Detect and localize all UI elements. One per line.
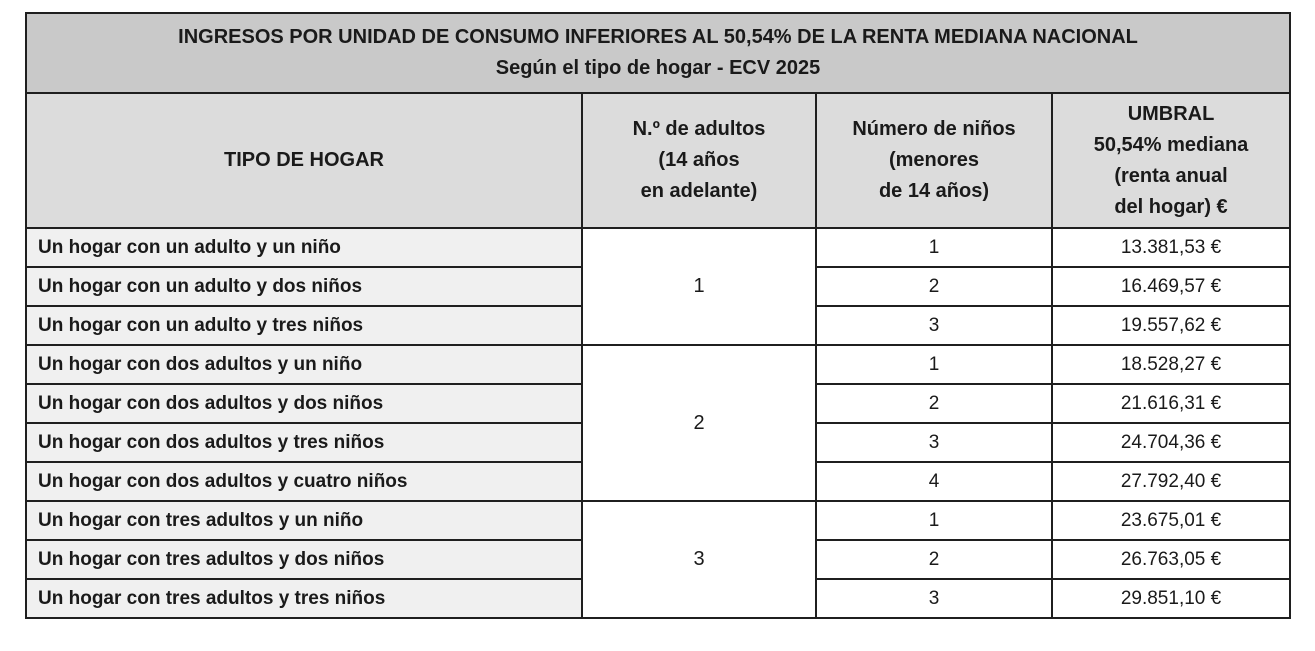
umbral-cell: 19.557,62 € — [1050, 305, 1292, 346]
header-umbral-line: 50,54% mediana — [1093, 133, 1249, 156]
umbral-cell: 18.528,27 € — [1050, 344, 1292, 385]
umbral-cell: 13.381,53 € — [1050, 227, 1292, 268]
header-tipo-de-hogar: TIPO DE HOGAR — [25, 92, 583, 229]
num-ninos-cell: 2 — [815, 266, 1053, 307]
num-ninos-cell: 2 — [815, 383, 1053, 424]
tipo-hogar-cell: Un hogar con tres adultos y dos niños — [25, 539, 583, 580]
num-ninos-cell: 4 — [815, 461, 1053, 502]
table-row: Un hogar con dos adultos y dos niños 2 2… — [25, 383, 1292, 424]
table-row: Un hogar con un adulto y dos niños 2 16.… — [25, 266, 1292, 307]
tipo-hogar-cell: Un hogar con dos adultos y tres niños — [25, 422, 583, 463]
header-num-adultos: N.º de adultos (14 años en adelante) — [581, 92, 817, 229]
umbral-cell: 21.616,31 € — [1050, 383, 1292, 424]
num-ninos-cell: 3 — [815, 578, 1053, 619]
num-ninos-cell: 1 — [815, 500, 1053, 541]
header-adultos-line: en adelante) — [640, 180, 758, 202]
header-ninos-line: de 14 años) — [878, 180, 990, 202]
num-ninos-cell: 3 — [815, 305, 1053, 346]
umbral-cell: 16.469,57 € — [1050, 266, 1292, 307]
table-row: Un hogar con tres adultos y dos niños 2 … — [25, 539, 1292, 580]
header-umbral-line: UMBRAL — [1127, 102, 1215, 125]
header-ninos-line: Número de niños — [852, 118, 1016, 140]
tipo-hogar-cell: Un hogar con un adulto y tres niños — [25, 305, 583, 346]
table-row: Un hogar con dos adultos y tres niños 3 … — [25, 422, 1292, 463]
header-ninos-line: (menores — [888, 149, 980, 171]
tipo-hogar-cell: Un hogar con tres adultos y un niño — [25, 500, 583, 541]
header-umbral-line: (renta anual — [1114, 164, 1228, 187]
num-ninos-cell: 2 — [815, 539, 1053, 580]
tipo-hogar-cell: Un hogar con dos adultos y un niño — [25, 344, 583, 385]
header-umbral-line: del hogar) € — [1114, 195, 1228, 218]
table-row: Un hogar con un adulto y tres niños 3 19… — [25, 305, 1292, 346]
tipo-hogar-cell: Un hogar con dos adultos y dos niños — [25, 383, 583, 424]
table-title: INGRESOS POR UNIDAD DE CONSUMO INFERIORE… — [24, 12, 1292, 94]
num-ninos-cell: 3 — [815, 422, 1053, 463]
income-threshold-table: INGRESOS POR UNIDAD DE CONSUMO INFERIORE… — [24, 12, 1292, 619]
table-row: Un hogar con dos adultos y cuatro niños … — [25, 461, 1292, 502]
table-row: Un hogar con un adulto y un niño 1 1 13.… — [25, 227, 1292, 346]
num-ninos-cell: 1 — [815, 227, 1053, 268]
umbral-cell: 24.704,36 € — [1050, 422, 1292, 463]
header-num-ninos: Número de niños (menores de 14 años) — [815, 92, 1053, 229]
umbral-cell: 26.763,05 € — [1050, 539, 1292, 580]
table-row: Un hogar con tres adultos y tres niños 3… — [25, 578, 1292, 619]
tipo-hogar-cell: Un hogar con un adulto y un niño — [25, 227, 583, 268]
header-adultos-line: N.º de adultos — [632, 118, 766, 140]
tipo-hogar-cell: Un hogar con un adulto y dos niños — [25, 266, 583, 307]
tipo-hogar-cell: Un hogar con dos adultos y cuatro niños — [25, 461, 583, 502]
umbral-cell: 23.675,01 € — [1050, 500, 1292, 541]
table-row: Un hogar con tres adultos y un niño 3 1 … — [25, 500, 1292, 619]
table-row: Un hogar con dos adultos y un niño 2 1 1… — [25, 344, 1292, 502]
num-adultos-cell: 2 — [581, 344, 817, 502]
umbral-cell: 27.792,40 € — [1050, 461, 1292, 502]
num-ninos-cell: 1 — [815, 344, 1053, 385]
umbral-cell: 29.851,10 € — [1050, 578, 1292, 619]
tipo-hogar-cell: Un hogar con tres adultos y tres niños — [25, 578, 583, 619]
table-title-line-1: INGRESOS POR UNIDAD DE CONSUMO INFERIORE… — [178, 26, 1138, 48]
num-adultos-cell: 3 — [581, 500, 817, 619]
num-adultos-cell: 1 — [581, 227, 817, 346]
table-title-line-2: Según el tipo de hogar - ECV 2025 — [495, 57, 821, 79]
header-adultos-line: (14 años — [658, 149, 740, 171]
header-umbral: UMBRAL 50,54% mediana (renta anual del h… — [1050, 92, 1292, 229]
